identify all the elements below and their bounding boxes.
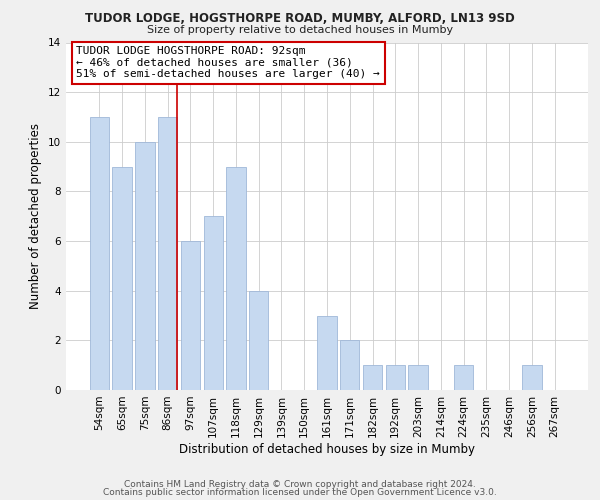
Bar (249, 290, 268, 390)
Text: Contains public sector information licensed under the Open Government Licence v3: Contains public sector information licen… (103, 488, 497, 497)
Bar (317, 316, 337, 390)
Text: TUDOR LODGE HOGSTHORPE ROAD: 92sqm
← 46% of detached houses are smaller (36)
51%: TUDOR LODGE HOGSTHORPE ROAD: 92sqm ← 46%… (76, 46, 380, 79)
Text: Contains HM Land Registry data © Crown copyright and database right 2024.: Contains HM Land Registry data © Crown c… (124, 480, 476, 489)
Bar (363, 365, 382, 390)
Bar (90, 117, 109, 390)
Bar (226, 166, 245, 390)
Y-axis label: Number of detached properties: Number of detached properties (29, 123, 43, 309)
Bar (135, 142, 155, 390)
Bar (181, 241, 200, 390)
Bar (386, 365, 405, 390)
Bar (454, 365, 473, 390)
X-axis label: Distribution of detached houses by size in Mumby: Distribution of detached houses by size … (179, 442, 475, 456)
Text: Size of property relative to detached houses in Mumby: Size of property relative to detached ho… (147, 25, 453, 35)
Bar (409, 365, 428, 390)
Text: TUDOR LODGE, HOGSTHORPE ROAD, MUMBY, ALFORD, LN13 9SD: TUDOR LODGE, HOGSTHORPE ROAD, MUMBY, ALF… (85, 12, 515, 26)
Bar (340, 340, 359, 390)
Bar (158, 117, 178, 390)
Bar (203, 216, 223, 390)
Bar (522, 365, 542, 390)
Bar (112, 166, 132, 390)
